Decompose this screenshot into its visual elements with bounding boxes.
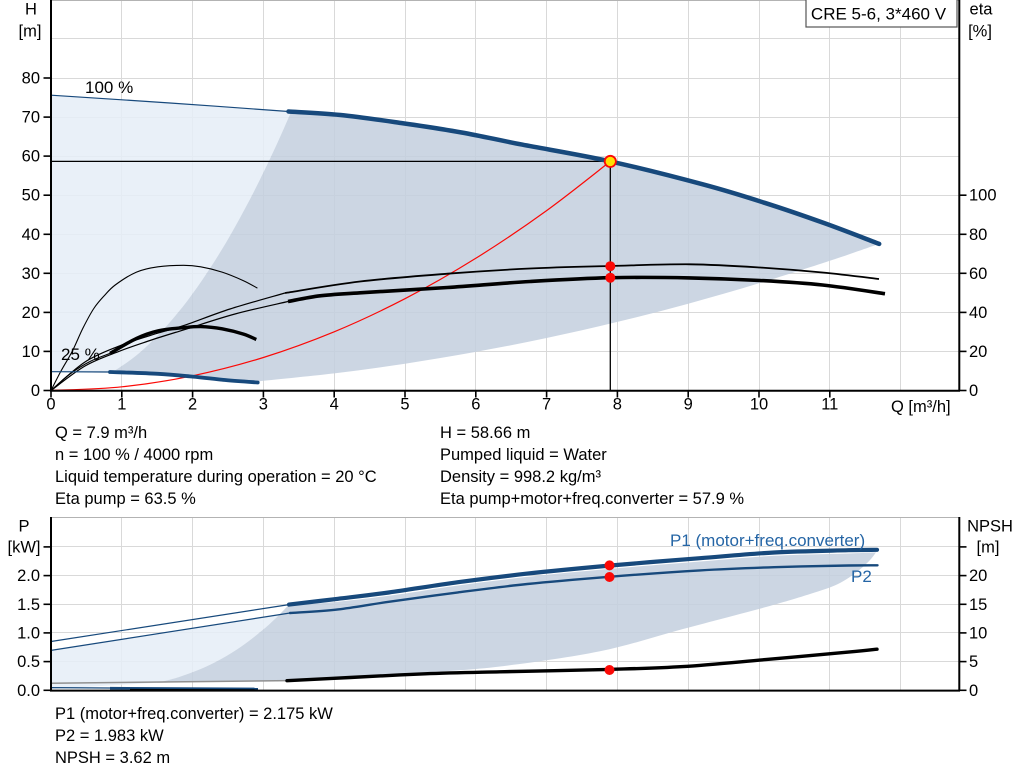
svg-text:40: 40 — [969, 304, 987, 322]
svg-text:P2 = 1.983 kW: P2 = 1.983 kW — [55, 727, 164, 745]
svg-text:30: 30 — [22, 265, 40, 283]
svg-text:P1 (motor+freq.converter) = 2.: P1 (motor+freq.converter) = 2.175 kW — [55, 705, 333, 723]
svg-text:7: 7 — [542, 396, 551, 414]
svg-text:Eta pump = 63.5 %: Eta pump = 63.5 % — [55, 490, 196, 508]
svg-text:[m]: [m] — [19, 23, 42, 41]
svg-text:0: 0 — [969, 682, 978, 700]
svg-text:0.5: 0.5 — [17, 653, 40, 671]
svg-text:H: H — [25, 1, 37, 19]
svg-text:70: 70 — [22, 109, 40, 127]
svg-text:6: 6 — [471, 396, 480, 414]
svg-text:11: 11 — [821, 396, 838, 414]
svg-text:50: 50 — [22, 187, 40, 205]
svg-text:Q = 7.9 m³/h: Q = 7.9 m³/h — [55, 424, 147, 442]
svg-text:10: 10 — [22, 343, 40, 361]
svg-text:P2: P2 — [851, 567, 872, 586]
svg-text:80: 80 — [22, 70, 40, 88]
svg-text:25 %: 25 % — [61, 345, 100, 364]
svg-text:60: 60 — [969, 265, 987, 283]
svg-text:0: 0 — [969, 382, 978, 400]
svg-text:NPSH = 3.62 m: NPSH = 3.62 m — [55, 749, 170, 767]
svg-text:60: 60 — [22, 148, 40, 166]
svg-text:0: 0 — [46, 396, 55, 414]
svg-text:10: 10 — [750, 396, 768, 414]
svg-text:80: 80 — [969, 226, 987, 244]
svg-text:P: P — [18, 518, 29, 536]
svg-text:n = 100 % / 4000 rpm: n = 100 % / 4000 rpm — [55, 446, 213, 464]
svg-text:20: 20 — [969, 567, 987, 585]
svg-text:10: 10 — [969, 624, 987, 642]
svg-text:20: 20 — [22, 304, 40, 322]
svg-text:4: 4 — [330, 396, 339, 414]
svg-text:Pumped liquid = Water: Pumped liquid = Water — [440, 446, 607, 464]
svg-text:100: 100 — [969, 187, 997, 205]
svg-text:9: 9 — [684, 396, 693, 414]
svg-text:8: 8 — [613, 396, 622, 414]
svg-text:Q [m³/h]: Q [m³/h] — [891, 398, 951, 416]
svg-text:[%]: [%] — [968, 23, 992, 41]
svg-text:2.0: 2.0 — [17, 567, 40, 585]
svg-text:0.0: 0.0 — [17, 682, 40, 700]
svg-text:H = 58.66 m: H = 58.66 m — [440, 424, 530, 442]
svg-text:100 %: 100 % — [85, 78, 133, 97]
svg-text:20: 20 — [969, 343, 987, 361]
svg-text:3: 3 — [259, 396, 268, 414]
svg-text:5: 5 — [969, 653, 978, 671]
svg-text:[kW]: [kW] — [8, 539, 41, 557]
svg-text:P1 (motor+freq.converter): P1 (motor+freq.converter) — [670, 531, 865, 550]
svg-text:CRE 5-6, 3*460 V: CRE 5-6, 3*460 V — [811, 5, 947, 24]
svg-text:Eta pump+motor+freq.converter: Eta pump+motor+freq.converter = 57.9 % — [440, 490, 744, 508]
svg-text:1.5: 1.5 — [17, 596, 40, 614]
svg-text:5: 5 — [400, 396, 409, 414]
svg-text:Liquid temperature during oper: Liquid temperature during operation = 20… — [55, 468, 377, 486]
svg-text:eta: eta — [970, 1, 994, 19]
svg-text:Density = 998.2 kg/m³: Density = 998.2 kg/m³ — [440, 468, 601, 486]
svg-text:1: 1 — [117, 396, 126, 414]
svg-text:0: 0 — [31, 382, 40, 400]
svg-text:15: 15 — [969, 596, 987, 614]
svg-text:40: 40 — [22, 226, 40, 244]
svg-text:1.0: 1.0 — [17, 624, 40, 642]
svg-text:2: 2 — [188, 396, 197, 414]
svg-text:NPSH: NPSH — [967, 518, 1013, 536]
svg-text:[m]: [m] — [977, 539, 1000, 557]
